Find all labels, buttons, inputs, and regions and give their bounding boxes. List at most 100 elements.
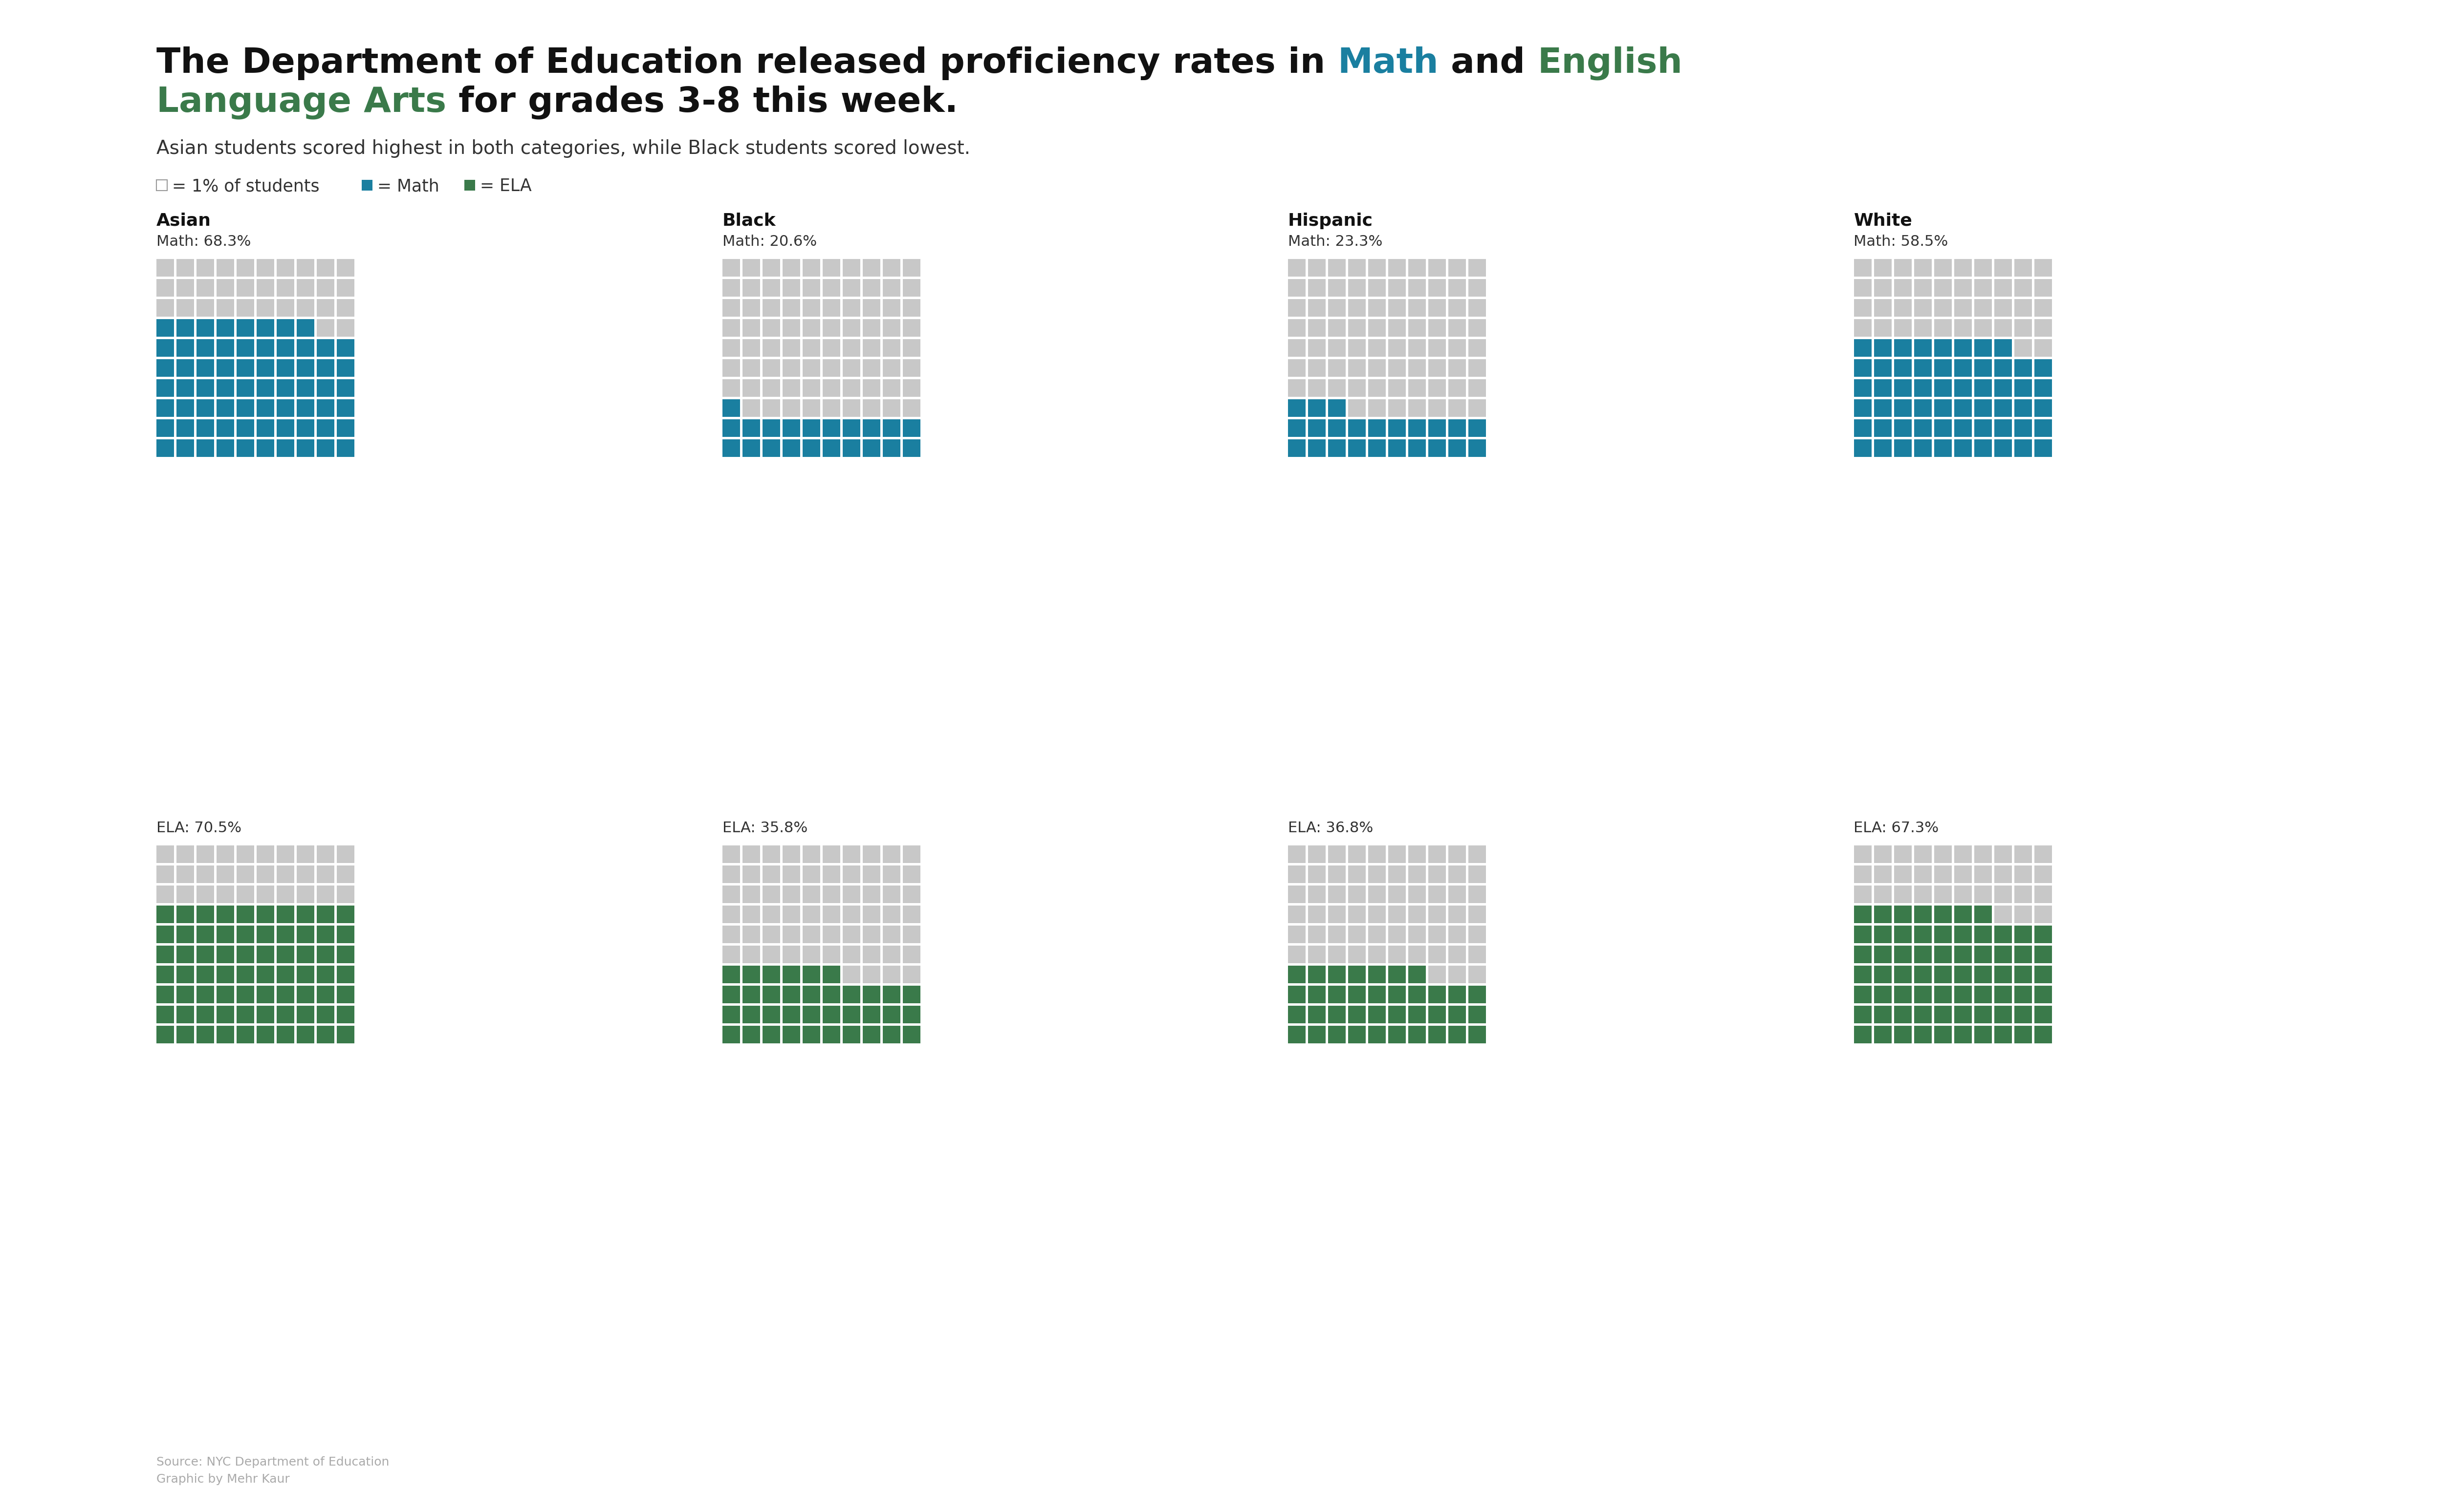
Bar bbox=[196, 440, 215, 457]
Bar bbox=[1994, 399, 2011, 417]
Text: Language Arts: Language Arts bbox=[156, 86, 447, 119]
Bar bbox=[882, 986, 899, 1004]
Bar bbox=[1388, 925, 1405, 943]
Bar bbox=[2014, 399, 2031, 417]
Bar bbox=[743, 259, 760, 277]
Bar bbox=[218, 299, 235, 316]
Bar bbox=[763, 925, 780, 943]
Bar bbox=[1369, 986, 1386, 1004]
Bar bbox=[743, 440, 760, 457]
Bar bbox=[1327, 865, 1347, 883]
Bar bbox=[156, 886, 174, 903]
Bar bbox=[1933, 966, 1950, 983]
Bar bbox=[196, 925, 215, 943]
Bar bbox=[257, 419, 274, 437]
Bar bbox=[1327, 360, 1347, 376]
Bar bbox=[882, 399, 899, 417]
Bar bbox=[723, 399, 741, 417]
Bar bbox=[763, 865, 780, 883]
Bar bbox=[1469, 399, 1486, 417]
Bar bbox=[1449, 886, 1466, 903]
Bar bbox=[882, 440, 899, 457]
Bar bbox=[156, 1005, 174, 1024]
Bar bbox=[1408, 380, 1425, 396]
Bar bbox=[337, 360, 354, 376]
Bar bbox=[1288, 925, 1305, 943]
Bar bbox=[763, 339, 780, 357]
Bar bbox=[2014, 380, 2031, 396]
Bar bbox=[1427, 865, 1447, 883]
Bar bbox=[1327, 440, 1347, 457]
Bar bbox=[1427, 339, 1447, 357]
Bar bbox=[1975, 419, 1992, 437]
Bar bbox=[1975, 339, 1992, 357]
Bar bbox=[176, 380, 193, 396]
Bar bbox=[882, 1005, 899, 1024]
Bar bbox=[1975, 299, 1992, 316]
Bar bbox=[843, 865, 860, 883]
Bar bbox=[1955, 419, 1972, 437]
Bar bbox=[1469, 280, 1486, 296]
Text: The Department of Education released proficiency rates in: The Department of Education released pro… bbox=[156, 47, 1337, 80]
Bar bbox=[782, 360, 799, 376]
Bar bbox=[743, 945, 760, 963]
Bar bbox=[743, 299, 760, 316]
Bar bbox=[1408, 865, 1425, 883]
Bar bbox=[843, 380, 860, 396]
Bar bbox=[1933, 1005, 1950, 1024]
Bar bbox=[1349, 845, 1366, 863]
Bar bbox=[1349, 440, 1366, 457]
Bar bbox=[218, 906, 235, 924]
Bar bbox=[1855, 886, 1872, 903]
Bar bbox=[276, 945, 293, 963]
Bar bbox=[723, 319, 741, 337]
Bar bbox=[1408, 925, 1425, 943]
Bar bbox=[196, 865, 215, 883]
Bar bbox=[1875, 906, 1892, 924]
Bar bbox=[863, 280, 880, 296]
Bar bbox=[1449, 280, 1466, 296]
Bar bbox=[337, 339, 354, 357]
Bar bbox=[2014, 1025, 2031, 1043]
Bar bbox=[218, 339, 235, 357]
Bar bbox=[1349, 319, 1366, 337]
Bar bbox=[218, 440, 235, 457]
Bar bbox=[1288, 865, 1305, 883]
Bar bbox=[1975, 906, 1992, 924]
Bar bbox=[1894, 360, 1911, 376]
Bar bbox=[802, 319, 821, 337]
Bar bbox=[1449, 399, 1466, 417]
Bar bbox=[1449, 906, 1466, 924]
Bar bbox=[337, 845, 354, 863]
Bar bbox=[1894, 299, 1911, 316]
Bar bbox=[1408, 259, 1425, 277]
Bar bbox=[1994, 319, 2011, 337]
Bar bbox=[1469, 339, 1486, 357]
Bar bbox=[843, 259, 860, 277]
Bar bbox=[176, 865, 193, 883]
Bar bbox=[723, 440, 741, 457]
Bar bbox=[237, 299, 254, 316]
Bar bbox=[156, 319, 174, 337]
Bar bbox=[1955, 280, 1972, 296]
Bar bbox=[843, 280, 860, 296]
Bar bbox=[257, 440, 274, 457]
Bar bbox=[1975, 886, 1992, 903]
Bar bbox=[763, 380, 780, 396]
Bar bbox=[743, 419, 760, 437]
Bar bbox=[1288, 440, 1305, 457]
Bar bbox=[276, 419, 293, 437]
Bar bbox=[1308, 925, 1325, 943]
Bar bbox=[196, 945, 215, 963]
Bar bbox=[337, 419, 354, 437]
Bar bbox=[1975, 986, 1992, 1004]
Bar bbox=[1894, 319, 1911, 337]
Bar bbox=[1914, 906, 1931, 924]
Bar bbox=[176, 966, 193, 983]
Bar bbox=[1288, 299, 1305, 316]
Bar bbox=[1308, 360, 1325, 376]
Bar bbox=[318, 299, 335, 316]
Bar bbox=[1855, 986, 1872, 1004]
Bar bbox=[1469, 440, 1486, 457]
Bar bbox=[176, 259, 193, 277]
